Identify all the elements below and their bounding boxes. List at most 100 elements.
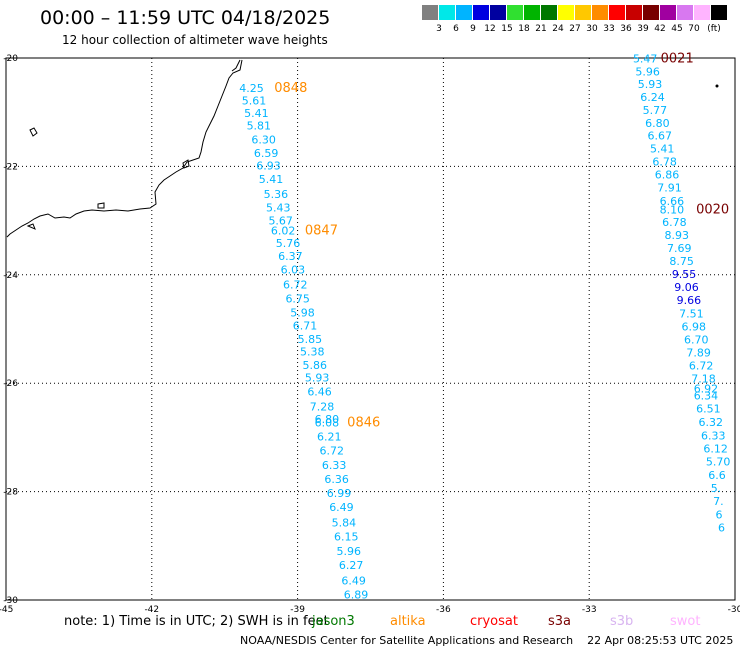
pass-time-label: 0848 bbox=[274, 81, 307, 96]
page-subtitle: 12 hour collection of altimeter wave hei… bbox=[62, 33, 328, 47]
island-dot bbox=[715, 84, 719, 88]
east-track-value: 6.12 bbox=[703, 443, 728, 456]
pass-time-label: 0021 bbox=[661, 51, 694, 66]
east-track-value: 6.92 bbox=[694, 382, 719, 395]
west-track-value: 6.72 bbox=[319, 445, 344, 458]
west-track-value: 5.61 bbox=[242, 95, 267, 108]
east-track-value: 7.91 bbox=[657, 181, 682, 194]
west-track-value: 5.81 bbox=[247, 120, 272, 133]
west-track-value: 6.99 bbox=[327, 487, 352, 500]
east-track-value: 9.55 bbox=[672, 268, 697, 281]
pass-time-label: 0847 bbox=[305, 224, 338, 239]
west-track-value: 4.25 bbox=[239, 82, 264, 95]
east-track-value: 6.72 bbox=[689, 360, 714, 373]
west-track-value: 6.72 bbox=[283, 278, 308, 291]
y-tick-label: -20 bbox=[3, 54, 18, 64]
east-track-value: 8.93 bbox=[665, 229, 690, 242]
legend-swatch bbox=[541, 5, 557, 20]
west-track-value: 6.27 bbox=[339, 559, 364, 572]
y-tick-label: -24 bbox=[3, 271, 18, 281]
legend-swatch bbox=[507, 5, 523, 20]
west-track-value: 5.98 bbox=[290, 307, 315, 320]
west-track-value: 6.93 bbox=[256, 160, 281, 173]
legend-swatch bbox=[575, 5, 591, 20]
legend-swatch bbox=[558, 5, 574, 20]
east-track-value: 7.69 bbox=[667, 242, 692, 255]
coastline bbox=[6, 59, 243, 238]
legend-label: 18 bbox=[518, 24, 530, 34]
east-track-value: 5.96 bbox=[635, 65, 660, 78]
west-track-value: 6.02 bbox=[271, 225, 296, 238]
legend-swatch bbox=[677, 5, 693, 20]
coastline-islands bbox=[26, 59, 241, 230]
legend-label: 30 bbox=[586, 24, 598, 34]
west-track-value: 5.93 bbox=[305, 372, 330, 385]
legend-swatch bbox=[524, 5, 540, 20]
legend-swatch bbox=[592, 5, 608, 20]
x-tick-label: -42 bbox=[144, 605, 159, 615]
west-track-value: 6.46 bbox=[307, 386, 332, 399]
legend-swatch bbox=[422, 5, 438, 20]
x-tick-label: -45 bbox=[0, 605, 13, 615]
west-track-value: 6.49 bbox=[341, 574, 366, 587]
west-track-value: 5.36 bbox=[264, 188, 289, 201]
west-track-value: 5.43 bbox=[266, 201, 291, 214]
legend-swatch bbox=[473, 5, 489, 20]
west-track-value: 6.71 bbox=[293, 320, 318, 333]
mission-s3a-label: s3a bbox=[548, 614, 572, 629]
west-track-value: 6.33 bbox=[322, 459, 347, 472]
east-track-value: 6 bbox=[716, 509, 723, 522]
west-track-value: 5.85 bbox=[298, 333, 323, 346]
east-track-value: 5. bbox=[711, 482, 722, 495]
east-track-value: 7. bbox=[713, 495, 724, 508]
west-track-value: 6.30 bbox=[251, 134, 276, 147]
legend-label: 70 bbox=[688, 24, 700, 34]
east-track-value: 6.70 bbox=[684, 334, 709, 347]
legend-label: 36 bbox=[620, 24, 632, 34]
mission-altika-label: altika bbox=[390, 614, 426, 629]
east-track-value: 6 bbox=[718, 522, 725, 535]
legend-swatch bbox=[456, 5, 472, 20]
mission-s3b-label: s3b bbox=[610, 614, 634, 629]
y-tick-label: -22 bbox=[3, 162, 18, 172]
legend-swatch bbox=[660, 5, 676, 20]
y-tick-label: -30 bbox=[3, 596, 18, 606]
legend-swatch bbox=[609, 5, 625, 20]
west-track-value: 6.49 bbox=[329, 501, 354, 514]
west-track-value: 5.41 bbox=[244, 107, 269, 120]
west-track-value: 7.28 bbox=[310, 400, 335, 413]
east-track-value: 6.66 bbox=[660, 195, 685, 208]
east-track-value: 6.80 bbox=[645, 117, 670, 130]
east-track-value: 7.18 bbox=[691, 373, 716, 386]
legend-label: 27 bbox=[569, 24, 581, 34]
legend-label: 12 bbox=[484, 24, 496, 34]
y-tick-label: -28 bbox=[3, 488, 18, 498]
credit-line: NOAA/NESDIS Center for Satellite Applica… bbox=[240, 634, 734, 647]
legend-label: 42 bbox=[654, 24, 666, 34]
east-track-value: 6.78 bbox=[662, 216, 687, 229]
legend-swatch bbox=[490, 5, 506, 20]
west-track-value: 5.84 bbox=[332, 516, 357, 529]
x-tick-label: -36 bbox=[436, 605, 451, 615]
west-track-value: 6.21 bbox=[317, 431, 342, 444]
west-track-value: 6.59 bbox=[254, 147, 278, 160]
mission-swot-label: swot bbox=[670, 614, 701, 629]
west-track-value: 6.08 bbox=[315, 417, 340, 430]
west-track-value: 5.67 bbox=[268, 214, 293, 227]
west-track-value: 5.86 bbox=[302, 359, 327, 372]
west-track-value: 6.36 bbox=[324, 473, 349, 486]
west-track-value: 6.37 bbox=[278, 250, 303, 263]
east-track-value: 7.89 bbox=[686, 347, 711, 360]
legend-label: 21 bbox=[535, 24, 547, 34]
east-track-value: 8.75 bbox=[669, 255, 694, 268]
legend-label: 15 bbox=[501, 24, 513, 34]
west-track-value: 6.75 bbox=[285, 292, 310, 305]
legend-swatch bbox=[643, 5, 659, 20]
east-track-value: 5.70 bbox=[706, 456, 731, 469]
legend-label: 6 bbox=[453, 24, 459, 34]
east-track-value: 6.98 bbox=[682, 321, 707, 334]
west-track-value: 5.96 bbox=[336, 545, 361, 558]
east-track-value: 6.86 bbox=[655, 168, 680, 181]
legend-label: 9 bbox=[470, 24, 476, 34]
